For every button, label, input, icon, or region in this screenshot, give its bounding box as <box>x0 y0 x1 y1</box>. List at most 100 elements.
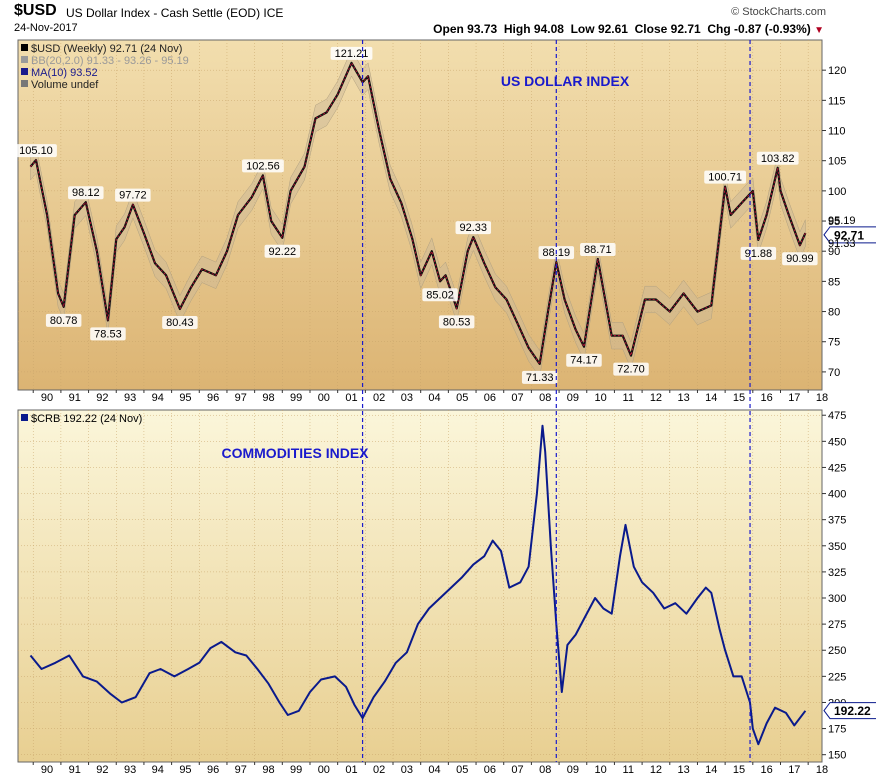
x-tick-label: 99 <box>290 392 302 404</box>
x-tick-label: 12 <box>650 764 662 776</box>
point-label: 90.99 <box>786 253 814 265</box>
y-tick-label: 225 <box>828 671 846 683</box>
x-tick-label: 15 <box>733 392 745 404</box>
point-label: 91.88 <box>745 248 773 260</box>
point-label-bg <box>422 288 458 302</box>
x-tick-label: 07 <box>511 392 523 404</box>
x-tick-label: 96 <box>207 764 219 776</box>
x-tick-label: 93 <box>124 392 136 404</box>
panel-annotation: US DOLLAR INDEX <box>501 73 630 89</box>
x-tick-label: 93 <box>124 764 136 776</box>
symbol-description: US Dollar Index - Cash Settle (EOD) ICE <box>66 6 284 20</box>
point-label: 102.56 <box>246 160 280 172</box>
y-tick-label: 250 <box>828 645 846 657</box>
open-value: 93.73 <box>467 22 498 36</box>
point-label-bg <box>521 370 558 384</box>
last-value-badge <box>823 226 876 244</box>
y-tick-label: 300 <box>828 593 846 605</box>
legend-entry: $USD (Weekly) 92.71 (24 Nov) <box>31 43 182 55</box>
crb-price-line <box>29 424 807 746</box>
plot-area <box>17 39 823 391</box>
legend-entry: $CRB 192.22 (24 Nov) <box>31 413 142 425</box>
x-tick-label: 90 <box>41 392 53 404</box>
point-label: 88.71 <box>584 244 612 256</box>
x-tick-label: 18 <box>816 392 828 404</box>
x-tick-label: 95 <box>179 764 191 776</box>
legend-swatch <box>21 56 28 63</box>
point-label: 85.02 <box>426 289 454 301</box>
point-label-bg <box>45 313 82 327</box>
point-label-bg <box>15 144 57 158</box>
point-label: 71.33 <box>526 372 554 384</box>
brand-credit[interactable]: © StockCharts.com <box>731 6 826 18</box>
point-label-bg <box>566 353 602 367</box>
x-tick-label: 17 <box>788 764 800 776</box>
low-value: 92.61 <box>597 22 628 36</box>
x-tick-label: 03 <box>401 392 413 404</box>
point-label-bg <box>756 151 799 165</box>
high-value: 94.08 <box>533 22 564 36</box>
point-label: 103.82 <box>761 153 795 165</box>
x-tick-label: 00 <box>318 764 330 776</box>
x-tick-label: 98 <box>262 392 274 404</box>
last-value-label: 192.22 <box>834 704 871 718</box>
x-tick-label: 01 <box>345 392 357 404</box>
point-label: 121.21 <box>335 48 369 60</box>
x-tick-label: 07 <box>511 764 523 776</box>
x-tick-label: 09 <box>567 764 579 776</box>
x-tick-label: 17 <box>788 392 800 404</box>
point-label-bg <box>704 170 747 184</box>
chart-date: 24-Nov-2017 <box>14 22 78 34</box>
point-label-bg <box>115 188 151 202</box>
y-tick-label: 95 <box>828 216 840 228</box>
x-tick-label: 04 <box>428 392 440 404</box>
panel-annotation: COMMODITIES INDEX <box>221 445 369 461</box>
point-label-bg <box>330 46 373 60</box>
crb-panel: 1501752002252502753003253503754004254504… <box>17 409 876 776</box>
y-tick-label: 375 <box>828 515 846 527</box>
point-label: 100.71 <box>708 172 742 184</box>
point-label: 92.33 <box>460 222 488 234</box>
x-tick-label: 09 <box>567 392 579 404</box>
x-tick-label: 96 <box>207 392 219 404</box>
x-tick-label: 11 <box>623 764 634 776</box>
x-tick-label: 95 <box>179 392 191 404</box>
ohlc-readout: Open 93.73 High 94.08 Low 92.61 Close 92… <box>433 22 824 36</box>
x-tick-label: 02 <box>373 764 385 776</box>
low-label: Low <box>570 22 595 36</box>
band-value-label: 91.33 <box>828 238 856 250</box>
x-tick-label: 97 <box>235 392 247 404</box>
y-tick-label: 350 <box>828 541 846 553</box>
x-tick-label: 94 <box>152 392 164 404</box>
point-label: 74.17 <box>570 355 598 367</box>
point-label: 80.78 <box>50 315 78 327</box>
point-label-bg <box>455 221 492 235</box>
x-tick-label: 10 <box>594 764 606 776</box>
down-arrow-icon: ▼ <box>814 25 824 36</box>
x-tick-label: 92 <box>96 764 108 776</box>
x-tick-label: 11 <box>623 392 634 404</box>
point-label: 105.10 <box>19 145 53 157</box>
x-tick-label: 91 <box>69 392 81 404</box>
legend-swatch <box>21 80 28 87</box>
x-tick-label: 13 <box>677 392 689 404</box>
legend-entry: BB(20,2.0) 91.33 - 93.26 - 95.19 <box>31 55 189 67</box>
point-label-bg <box>782 252 818 266</box>
last-value-label: 92.71 <box>834 228 864 242</box>
y-tick-label: 275 <box>828 619 846 631</box>
point-label-bg <box>613 362 649 376</box>
x-tick-label: 06 <box>484 392 496 404</box>
x-tick-label: 13 <box>677 764 689 776</box>
last-value-badge <box>823 702 876 720</box>
ma10-line <box>30 62 806 365</box>
legend-swatch <box>21 44 28 51</box>
x-tick-label: 90 <box>41 764 53 776</box>
y-tick-label: 80 <box>828 307 840 319</box>
chart-header: $USD US Dollar Index - Cash Settle (EOD)… <box>0 0 876 40</box>
y-tick-label: 425 <box>828 462 846 474</box>
close-label: Close <box>634 22 668 36</box>
point-label-bg <box>242 159 284 173</box>
x-tick-label: 18 <box>816 764 828 776</box>
chg-label: Chg <box>707 22 731 36</box>
